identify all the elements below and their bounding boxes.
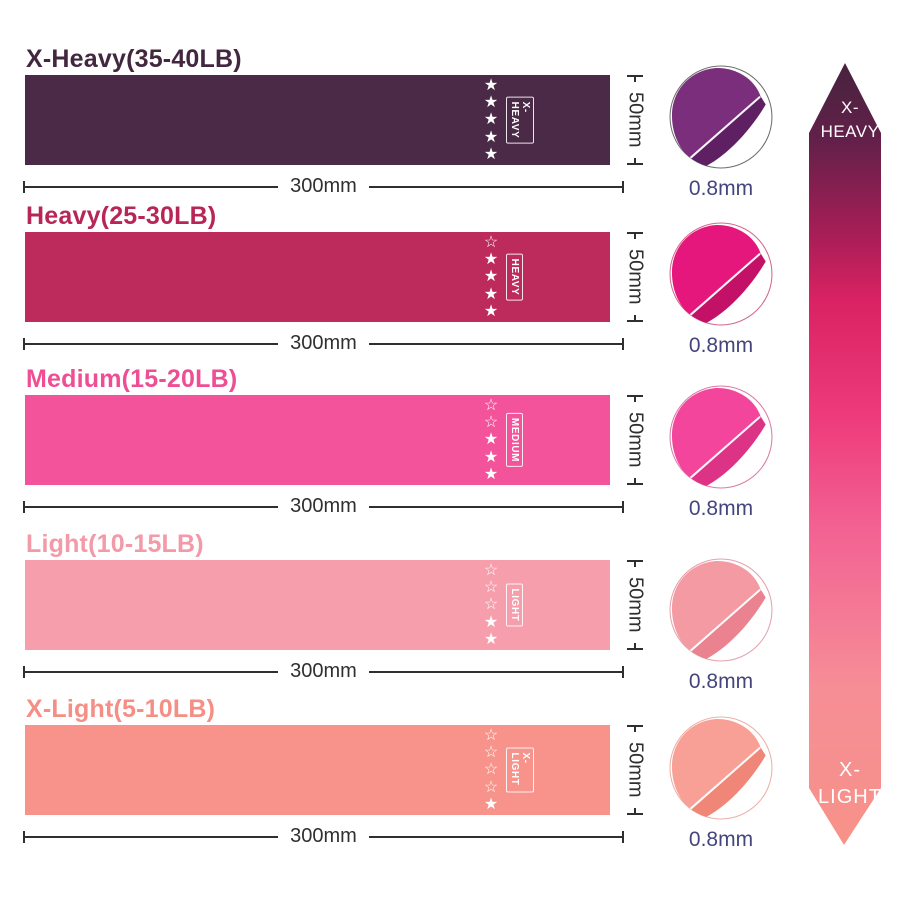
dimension-tick-icon <box>627 641 643 650</box>
band-title: Heavy(25-30LB) <box>26 202 217 230</box>
height-dimension: 50mm <box>617 560 653 650</box>
band-row: Light(10-15LB) ☆ ☆ ☆ ★ ★ LIGHT 50mm 300m… <box>23 530 647 690</box>
thickness-detail: 0.8mm <box>669 65 773 201</box>
folded-band-icon <box>669 65 773 169</box>
thickness-detail: 0.8mm <box>669 558 773 694</box>
band-rectangle: ☆ ☆ ★ ★ ★ MEDIUM <box>25 395 610 485</box>
folded-band-icon <box>669 385 773 489</box>
dimension-tick-icon <box>627 725 643 734</box>
strength-gradient-arrow: X- HEAVY X- LIGHT <box>800 60 900 850</box>
dimension-tick-icon <box>627 806 643 815</box>
band-tag-label: X-LIGHT <box>506 747 534 793</box>
dimension-line-icon <box>23 180 279 193</box>
star-rating: ☆ ★ ★ ★ ★ <box>483 234 499 320</box>
height-dimension-label: 50mm <box>624 742 647 798</box>
dimension-tick-icon <box>627 313 643 322</box>
dimension-tick-icon <box>627 232 643 241</box>
width-dimension: 300mm <box>23 825 625 848</box>
dimension-line-icon <box>368 665 625 678</box>
band-tag-label: X-HEAVY <box>506 96 534 144</box>
dimension-line-icon <box>23 337 279 350</box>
band-rectangle: ☆ ☆ ☆ ★ ★ LIGHT <box>25 560 610 650</box>
folded-band-icon <box>669 222 773 326</box>
height-dimension-label: 50mm <box>624 577 647 633</box>
thickness-label: 0.8mm <box>688 177 754 200</box>
band-title: Medium(15-20LB) <box>26 365 238 393</box>
dimension-line-icon <box>23 500 279 513</box>
band-row: X-Light(5-10LB) ☆ ☆ ☆ ☆ ★ X-LIGHT 50mm 3… <box>23 695 647 855</box>
band-row: X-Heavy(35-40LB) ★ ★ ★ ★ ★ X-HEAVY 50mm … <box>23 45 647 205</box>
dimension-tick-icon <box>627 560 643 569</box>
band-title: Light(10-15LB) <box>26 530 204 558</box>
band-row: Heavy(25-30LB) ☆ ★ ★ ★ ★ HEAVY 50mm 300m… <box>23 202 647 362</box>
height-dimension-label: 50mm <box>624 412 647 468</box>
height-dimension: 50mm <box>617 725 653 815</box>
arrow-label-bottom: X- LIGHT <box>818 759 882 808</box>
dimension-tick-icon <box>627 75 643 84</box>
band-rectangle: ★ ★ ★ ★ ★ X-HEAVY <box>25 75 610 165</box>
thickness-detail: 0.8mm <box>669 716 773 852</box>
star-rating: ☆ ☆ ★ ★ ★ <box>483 397 499 483</box>
band-title: X-Heavy(35-40LB) <box>26 45 242 73</box>
band-rectangle: ☆ ★ ★ ★ ★ HEAVY <box>25 232 610 322</box>
dimension-line-icon <box>23 830 279 843</box>
thickness-label: 0.8mm <box>688 670 754 693</box>
width-dimension: 300mm <box>23 175 625 198</box>
dimension-tick-icon <box>627 395 643 404</box>
dimension-line-icon <box>368 337 625 350</box>
band-tag-label: LIGHT <box>506 583 523 627</box>
thickness-label: 0.8mm <box>688 828 754 851</box>
width-dimension: 300mm <box>23 660 625 683</box>
width-dimension-label: 300mm <box>290 495 357 517</box>
star-rating: ☆ ☆ ☆ ☆ ★ <box>483 727 499 813</box>
folded-band-icon <box>669 558 773 662</box>
height-dimension-label: 50mm <box>624 249 647 305</box>
arrow-label-top: X- HEAVY <box>820 98 880 141</box>
width-dimension-label: 300mm <box>290 660 357 682</box>
dimension-line-icon <box>368 500 625 513</box>
width-dimension-label: 300mm <box>290 175 357 197</box>
width-dimension: 300mm <box>23 332 625 355</box>
thickness-detail: 0.8mm <box>669 222 773 358</box>
band-tag-label: HEAVY <box>506 253 523 301</box>
gradient-arrow-icon <box>809 63 881 845</box>
height-dimension: 50mm <box>617 395 653 485</box>
band-tag-label: MEDIUM <box>506 412 523 468</box>
height-dimension: 50mm <box>617 75 653 165</box>
width-dimension-label: 300mm <box>290 332 357 354</box>
dimension-line-icon <box>23 665 279 678</box>
dimension-line-icon <box>368 180 625 193</box>
dimension-line-icon <box>368 830 625 843</box>
band-title: X-Light(5-10LB) <box>26 695 216 723</box>
width-dimension: 300mm <box>23 495 625 518</box>
height-dimension: 50mm <box>617 232 653 322</box>
dimension-tick-icon <box>627 156 643 165</box>
band-rectangle: ☆ ☆ ☆ ☆ ★ X-LIGHT <box>25 725 610 815</box>
thickness-label: 0.8mm <box>688 334 754 357</box>
band-row: Medium(15-20LB) ☆ ☆ ★ ★ ★ MEDIUM 50mm 30… <box>23 365 647 525</box>
star-rating: ☆ ☆ ☆ ★ ★ <box>483 562 499 648</box>
height-dimension-label: 50mm <box>624 92 647 148</box>
star-rating: ★ ★ ★ ★ ★ <box>483 77 499 163</box>
thickness-detail: 0.8mm <box>669 385 773 521</box>
dimension-tick-icon <box>627 476 643 485</box>
thickness-label: 0.8mm <box>688 497 754 520</box>
width-dimension-label: 300mm <box>290 825 357 847</box>
folded-band-icon <box>669 716 773 820</box>
